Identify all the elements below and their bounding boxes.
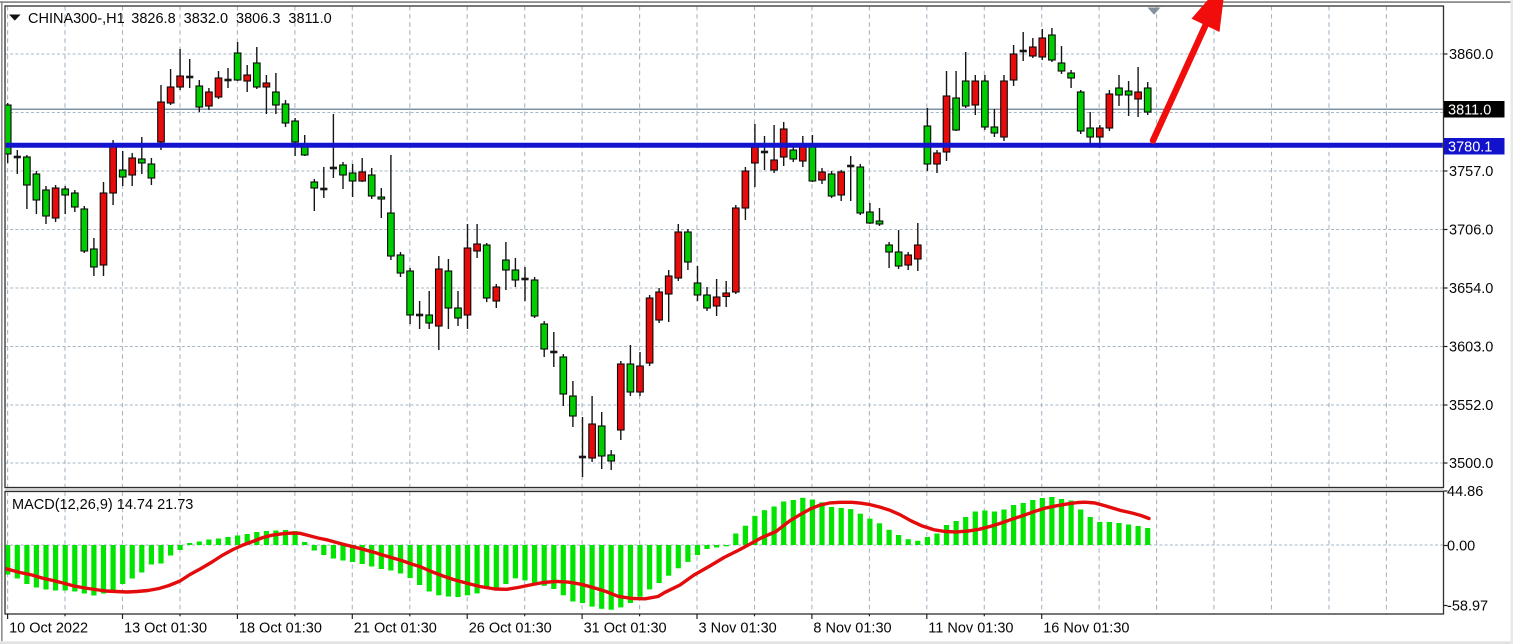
svg-text:3603.0: 3603.0	[1449, 340, 1493, 356]
svg-text:18 Oct 01:30: 18 Oct 01:30	[239, 621, 322, 637]
svg-text:3552.0: 3552.0	[1449, 398, 1493, 414]
svg-text:31 Oct 01:30: 31 Oct 01:30	[584, 621, 667, 637]
svg-text:0.00: 0.00	[1447, 539, 1475, 555]
svg-text:3826.8 3832.0 3806.3 3811.0: 3826.8 3832.0 3806.3 3811.0	[131, 11, 331, 27]
svg-text:CHINA300-,H1: CHINA300-,H1	[28, 11, 125, 27]
svg-text:10 Oct 2022: 10 Oct 2022	[9, 621, 88, 637]
svg-text:8 Nov 01:30: 8 Nov 01:30	[813, 621, 891, 637]
svg-text:3811.0: 3811.0	[1448, 102, 1491, 118]
svg-text:3860.0: 3860.0	[1449, 47, 1493, 63]
svg-text:3757.0: 3757.0	[1449, 164, 1493, 180]
svg-text:26 Oct 01:30: 26 Oct 01:30	[469, 621, 552, 637]
svg-text:MACD(12,26,9) 14.74 21.73: MACD(12,26,9) 14.74 21.73	[12, 497, 193, 513]
svg-text:13 Oct 01:30: 13 Oct 01:30	[124, 621, 207, 637]
svg-text:3780.1: 3780.1	[1448, 139, 1492, 155]
svg-text:11 Nov 01:30: 11 Nov 01:30	[928, 621, 1013, 637]
svg-text:16 Nov 01:30: 16 Nov 01:30	[1043, 621, 1129, 637]
svg-text:-58.97: -58.97	[1447, 599, 1488, 615]
svg-text:3500.0: 3500.0	[1449, 456, 1493, 472]
svg-text:44.86: 44.86	[1447, 484, 1483, 500]
svg-text:21 Oct 01:30: 21 Oct 01:30	[354, 621, 437, 637]
svg-text:3706.0: 3706.0	[1449, 223, 1493, 239]
svg-text:3654.0: 3654.0	[1449, 281, 1493, 297]
svg-text:3 Nov 01:30: 3 Nov 01:30	[699, 621, 777, 637]
